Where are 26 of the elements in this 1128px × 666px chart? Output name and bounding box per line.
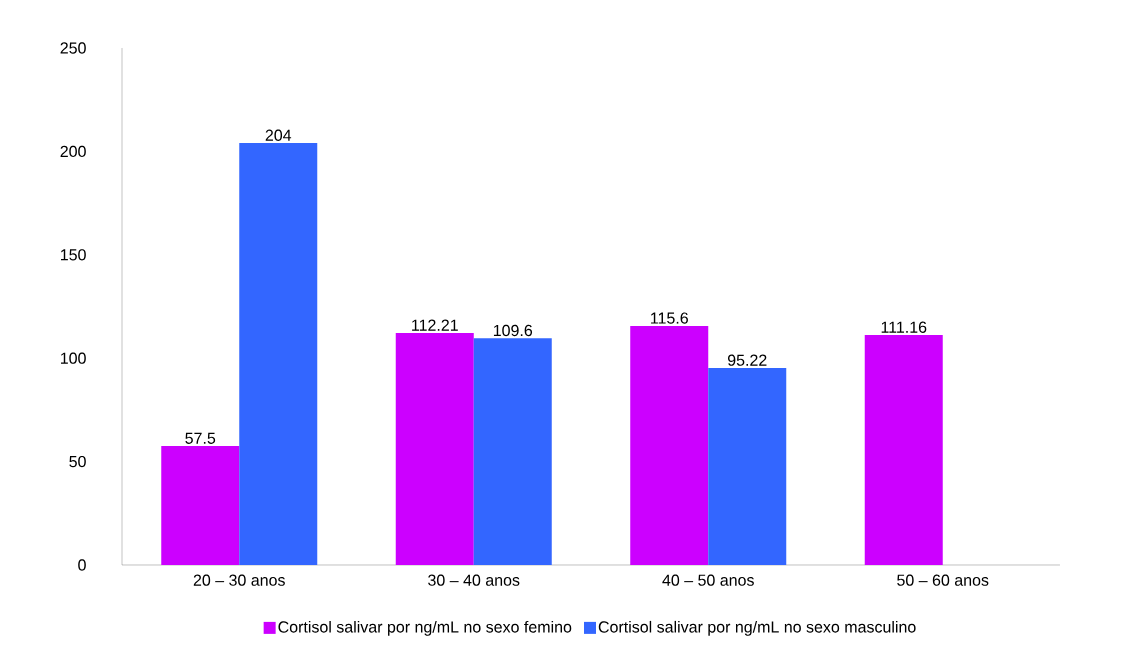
x-tick-label: 20 – 30 anos	[193, 574, 285, 586]
bar	[630, 325, 709, 565]
bar	[864, 335, 943, 565]
y-tick-label: 0	[78, 559, 86, 571]
bar	[708, 368, 787, 565]
legend-label: Cortisol salivar por ng/mL no sexo femino	[278, 620, 572, 636]
data-label: 95.22	[727, 354, 767, 366]
legend-label: Cortisol salivar por ng/mL no sexo masculino	[598, 620, 916, 636]
data-label: 57.5	[185, 432, 216, 444]
data-label: 111.16	[881, 321, 927, 333]
x-tick-label: 50 – 60 anos	[897, 574, 989, 586]
bar	[473, 338, 552, 565]
bar	[395, 332, 474, 565]
x-tick-label: 40 – 50 anos	[662, 574, 754, 586]
y-tick-label: 200	[60, 145, 86, 158]
bar	[161, 446, 240, 565]
y-tick-label: 100	[61, 352, 86, 364]
y-tick-label: 250	[60, 42, 86, 54]
bar	[239, 143, 318, 565]
data-label: 112.21	[412, 319, 458, 331]
data-label: 109.6	[493, 324, 533, 337]
data-label: 204	[265, 129, 292, 141]
data-label: 115.6	[651, 312, 688, 324]
x-tick-label: 30 – 40 anos	[428, 574, 520, 586]
y-tick-label: 150	[61, 249, 86, 261]
y-tick-label: 50	[69, 455, 86, 468]
